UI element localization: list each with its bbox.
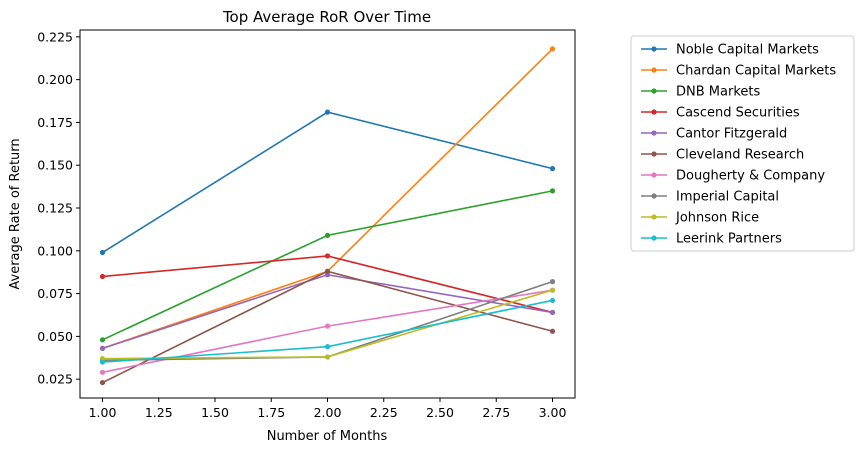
legend-marker xyxy=(651,109,657,115)
legend-label: Cascend Securities xyxy=(676,106,800,121)
legend-label: Imperial Capital xyxy=(676,190,779,205)
x-tick-label: 2.25 xyxy=(370,405,398,420)
legend-item: Imperial Capital xyxy=(641,190,779,205)
legend-marker xyxy=(651,214,657,220)
series-10 xyxy=(99,297,556,365)
y-tick-label: 0.150 xyxy=(37,158,73,173)
data-point xyxy=(99,337,106,343)
legend-label: Johnson Rice xyxy=(675,211,759,226)
y-tick-label: 0.175 xyxy=(37,115,73,130)
data-point xyxy=(99,369,106,375)
series-3 xyxy=(99,188,556,343)
legend-item: Dougherty & Company xyxy=(641,169,825,184)
legend-item: DNB Markets xyxy=(641,85,760,100)
legend-item: Noble Capital Markets xyxy=(641,43,819,58)
legend-label: Cantor Fitzgerald xyxy=(676,127,787,142)
data-point xyxy=(324,232,331,238)
legend-marker xyxy=(651,235,657,241)
legend-marker xyxy=(651,46,657,52)
data-point xyxy=(324,323,331,329)
series-4 xyxy=(99,253,556,316)
series-line xyxy=(102,190,553,341)
data-point xyxy=(99,273,106,280)
series-2 xyxy=(99,46,556,351)
x-tick-label: 2.50 xyxy=(426,405,454,420)
data-point xyxy=(99,359,106,365)
x-tick-label: 2.00 xyxy=(314,405,342,420)
legend-item: Cantor Fitzgerald xyxy=(641,127,787,142)
series-5 xyxy=(99,272,556,351)
data-point xyxy=(324,268,331,274)
y-axis: 0.025 0.050 0.075 0.100 0.125 0.150 0.175 0.200… xyxy=(37,29,80,387)
data-point xyxy=(549,166,556,172)
data-point xyxy=(324,354,331,360)
data-point xyxy=(549,188,556,194)
legend-marker xyxy=(651,193,657,199)
data-point xyxy=(324,253,331,259)
data-point xyxy=(549,287,556,293)
plot-area xyxy=(79,29,576,399)
y-tick-label: 0.075 xyxy=(37,286,73,301)
legend-marker xyxy=(651,151,657,157)
x-tick-label: 1.25 xyxy=(145,405,173,420)
x-tick-label: 1.00 xyxy=(89,405,117,420)
legend-label: Chardan Capital Markets xyxy=(676,64,836,79)
series-1 xyxy=(99,109,556,256)
data-point xyxy=(549,328,556,334)
legend-item: Johnson Rice xyxy=(641,211,759,226)
x-axis: 1.00 1.25 1.50 1.75 2.00 2.25 2.50 2.75 3.00 xyxy=(89,398,567,420)
y-tick-label: 0.225 xyxy=(37,29,73,44)
series-line xyxy=(102,111,553,254)
y-tick-label: 0.100 xyxy=(37,243,73,258)
legend-marker xyxy=(651,172,657,178)
y-tick-label: 0.125 xyxy=(37,201,73,216)
legend: Noble Capital Markets Chardan Capital Mar… xyxy=(630,35,855,252)
legend-label: DNB Markets xyxy=(676,85,760,100)
y-tick-label: 0.050 xyxy=(37,329,73,344)
legend-label: Dougherty & Company xyxy=(676,169,825,184)
x-axis-label: Number of Months xyxy=(267,429,388,444)
data-point xyxy=(99,249,106,256)
legend-item: Leerink Partners xyxy=(641,232,782,247)
x-tick-label: 1.75 xyxy=(257,405,285,420)
y-axis-label: Average Rate of Return xyxy=(8,138,23,289)
x-tick-label: 1.50 xyxy=(201,405,229,420)
data-point xyxy=(324,344,331,350)
y-tick-label: 0.200 xyxy=(37,72,73,87)
x-tick-label: 2.75 xyxy=(482,405,510,420)
data-point xyxy=(549,46,556,52)
chart-title: Top Average RoR Over Time xyxy=(222,8,431,26)
series-7 xyxy=(99,287,556,375)
legend-marker xyxy=(651,88,657,94)
legend-marker xyxy=(651,130,657,136)
legend-item: Chardan Capital Markets xyxy=(641,64,836,79)
legend-label: Cleveland Research xyxy=(676,148,804,163)
data-point xyxy=(99,379,106,386)
series-6 xyxy=(99,268,556,386)
series-line xyxy=(102,273,553,350)
data-point xyxy=(549,297,556,304)
series-layer xyxy=(99,46,556,386)
legend-frame xyxy=(630,35,855,252)
data-point xyxy=(99,345,106,351)
data-point xyxy=(324,109,331,115)
legend-label: Leerink Partners xyxy=(676,232,782,247)
x-tick-label: 3.00 xyxy=(539,405,567,420)
data-point xyxy=(549,309,556,316)
data-point xyxy=(549,279,556,285)
legend-item: Cascend Securities xyxy=(641,106,800,121)
legend-label: Noble Capital Markets xyxy=(676,43,819,58)
legend-items: Noble Capital Markets Chardan Capital Mar… xyxy=(641,43,836,247)
legend-marker xyxy=(651,67,657,73)
y-tick-label: 0.025 xyxy=(37,372,73,387)
legend-item: Cleveland Research xyxy=(641,148,804,163)
